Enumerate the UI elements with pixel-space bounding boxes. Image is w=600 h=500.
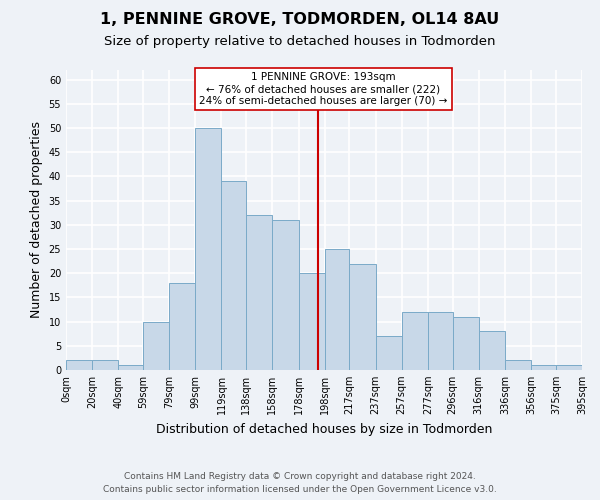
Bar	[196, 128, 221, 370]
Text: 1, PENNINE GROVE, TODMORDEN, OL14 8AU: 1, PENNINE GROVE, TODMORDEN, OL14 8AU	[100, 12, 500, 28]
Bar	[325, 249, 349, 370]
Bar	[299, 273, 325, 370]
Bar	[221, 182, 246, 370]
Bar	[428, 312, 452, 370]
Bar	[246, 215, 272, 370]
Bar	[452, 317, 479, 370]
Bar	[531, 365, 556, 370]
Text: Size of property relative to detached houses in Todmorden: Size of property relative to detached ho…	[104, 35, 496, 48]
Bar	[92, 360, 118, 370]
Bar	[376, 336, 402, 370]
Bar	[349, 264, 376, 370]
Bar	[505, 360, 531, 370]
Bar	[402, 312, 428, 370]
X-axis label: Distribution of detached houses by size in Todmorden: Distribution of detached houses by size …	[156, 422, 492, 436]
Bar	[169, 283, 196, 370]
Text: 1 PENNINE GROVE: 193sqm
← 76% of detached houses are smaller (222)
24% of semi-d: 1 PENNINE GROVE: 193sqm ← 76% of detache…	[199, 72, 448, 106]
Bar	[272, 220, 299, 370]
Text: Contains HM Land Registry data © Crown copyright and database right 2024.
Contai: Contains HM Land Registry data © Crown c…	[103, 472, 497, 494]
Bar	[479, 332, 505, 370]
Bar	[582, 365, 600, 370]
Bar	[556, 365, 582, 370]
Bar	[143, 322, 169, 370]
Bar	[66, 360, 92, 370]
Y-axis label: Number of detached properties: Number of detached properties	[30, 122, 43, 318]
Bar	[118, 365, 143, 370]
